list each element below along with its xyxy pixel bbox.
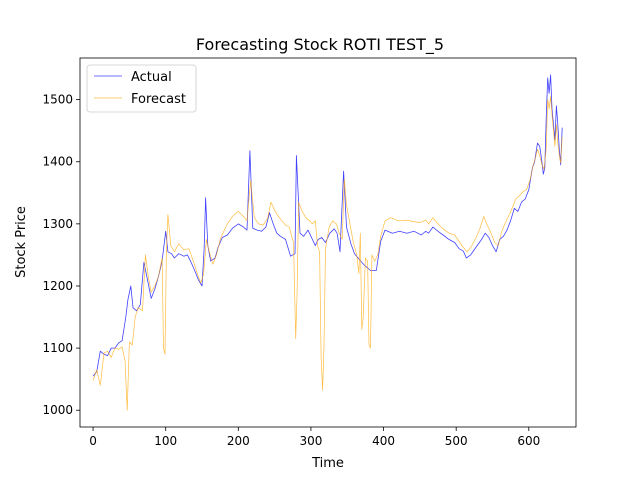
- y-tick-label: 1200: [42, 279, 73, 293]
- legend: Actual Forecast: [86, 64, 197, 113]
- chart-title: Forecasting Stock ROTI TEST_5: [196, 35, 444, 55]
- legend-label-actual: Actual: [131, 70, 172, 85]
- series-layer: [92, 74, 563, 411]
- series-line-forecast: [92, 96, 563, 411]
- x-tick-label: 500: [445, 434, 468, 448]
- x-tick-label: 100: [154, 434, 177, 448]
- y-axis-label: Stock Price: [14, 206, 29, 278]
- axes-frame: [79, 57, 577, 428]
- x-tick-label: 200: [227, 434, 250, 448]
- x-tick-label: 300: [299, 434, 322, 448]
- y-tick-label: 1000: [42, 403, 73, 417]
- y-tick-label: 1500: [42, 93, 73, 107]
- x-axis-ticks: 0 100 200 300 400 500 600: [89, 427, 540, 448]
- y-axis-ticks: 1000 1100 1200 1300 1400 1500: [42, 93, 80, 417]
- x-tick-label: 0: [89, 434, 97, 448]
- y-tick-label: 1300: [42, 217, 73, 231]
- x-tick-label: 600: [517, 434, 540, 448]
- legend-label-forecast: Forecast: [131, 92, 186, 107]
- legend-box: [86, 64, 197, 113]
- y-tick-label: 1100: [42, 341, 73, 355]
- x-tick-label: 400: [372, 434, 395, 448]
- y-tick-label: 1400: [42, 155, 73, 169]
- x-axis-label: Time: [311, 456, 344, 471]
